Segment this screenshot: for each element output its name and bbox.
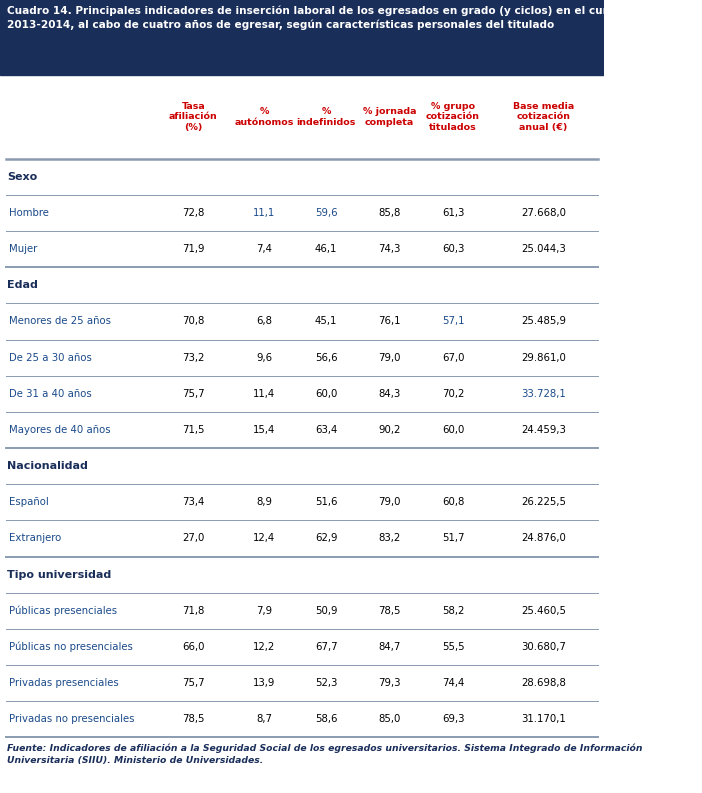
Text: 63,4: 63,4	[315, 425, 338, 435]
Text: 75,7: 75,7	[182, 678, 204, 688]
Text: 71,8: 71,8	[182, 606, 204, 616]
Text: 8,9: 8,9	[256, 497, 272, 508]
Text: Edad: Edad	[7, 280, 38, 290]
Text: 56,6: 56,6	[315, 353, 338, 362]
Text: 79,3: 79,3	[378, 678, 401, 688]
Text: 25.485,9: 25.485,9	[521, 316, 566, 327]
Text: 70,8: 70,8	[182, 316, 204, 327]
Text: 45,1: 45,1	[315, 316, 338, 327]
Text: 75,7: 75,7	[182, 389, 204, 399]
Text: 69,3: 69,3	[442, 714, 464, 724]
Text: De 25 a 30 años: De 25 a 30 años	[9, 353, 92, 362]
Text: 84,3: 84,3	[378, 389, 401, 399]
Text: 55,5: 55,5	[442, 642, 464, 652]
Text: Públicas no presenciales: Públicas no presenciales	[9, 642, 133, 653]
Text: Base media
cotización
anual (€): Base media cotización anual (€)	[513, 102, 574, 132]
Text: 24.459,3: 24.459,3	[521, 425, 566, 435]
Text: 6,8: 6,8	[256, 316, 272, 327]
Text: %
autónomos: % autónomos	[234, 107, 294, 127]
Text: 58,6: 58,6	[315, 714, 338, 724]
Text: 7,4: 7,4	[256, 244, 272, 254]
Text: 29.861,0: 29.861,0	[521, 353, 566, 362]
Text: 7,9: 7,9	[256, 606, 272, 616]
Text: 52,3: 52,3	[315, 678, 338, 688]
Text: 25.044,3: 25.044,3	[522, 244, 566, 254]
Text: 30.680,7: 30.680,7	[521, 642, 566, 652]
Text: %
indefinidos: % indefinidos	[296, 107, 356, 127]
Text: 50,9: 50,9	[315, 606, 338, 616]
Text: 27,0: 27,0	[182, 534, 204, 543]
Text: 31.170,1: 31.170,1	[522, 714, 566, 724]
Text: 79,0: 79,0	[378, 497, 401, 508]
Text: 25.460,5: 25.460,5	[521, 606, 566, 616]
Text: 70,2: 70,2	[442, 389, 464, 399]
Text: Públicas presenciales: Públicas presenciales	[9, 606, 117, 616]
Bar	[0, 0, 604, 75]
Text: 60,0: 60,0	[315, 389, 338, 399]
Text: 60,0: 60,0	[442, 425, 464, 435]
Text: Sexo: Sexo	[7, 172, 37, 182]
Text: 24.876,0: 24.876,0	[521, 534, 566, 543]
Text: Extranjero: Extranjero	[9, 534, 61, 543]
Text: 61,3: 61,3	[442, 208, 464, 218]
Text: 15,4: 15,4	[253, 425, 275, 435]
Text: 59,6: 59,6	[315, 208, 338, 218]
Text: 85,8: 85,8	[378, 208, 401, 218]
Text: 12,4: 12,4	[253, 534, 275, 543]
Text: 73,2: 73,2	[182, 353, 204, 362]
Text: 84,7: 84,7	[378, 642, 401, 652]
Text: 72,8: 72,8	[182, 208, 204, 218]
Text: 78,5: 78,5	[378, 606, 401, 616]
Text: 67,0: 67,0	[442, 353, 464, 362]
Text: 12,2: 12,2	[253, 642, 275, 652]
Text: Mayores de 40 años: Mayores de 40 años	[9, 425, 111, 435]
Text: 66,0: 66,0	[182, 642, 204, 652]
Text: Privadas presenciales: Privadas presenciales	[9, 678, 119, 688]
Text: Privadas no presenciales: Privadas no presenciales	[9, 714, 135, 724]
Text: 28.698,8: 28.698,8	[521, 678, 566, 688]
Text: Fuente: Indicadores de afiliación a la Seguridad Social de los egresados univers: Fuente: Indicadores de afiliación a la S…	[7, 744, 643, 765]
Text: 46,1: 46,1	[315, 244, 338, 254]
Text: 83,2: 83,2	[378, 534, 401, 543]
Text: 74,4: 74,4	[442, 678, 464, 688]
Text: 26.225,5: 26.225,5	[521, 497, 566, 508]
Text: 60,8: 60,8	[442, 497, 464, 508]
Text: 62,9: 62,9	[315, 534, 338, 543]
Text: 67,7: 67,7	[315, 642, 338, 652]
Text: 85,0: 85,0	[378, 714, 401, 724]
Text: 8,7: 8,7	[256, 714, 272, 724]
Text: 13,9: 13,9	[253, 678, 275, 688]
Text: 60,3: 60,3	[442, 244, 464, 254]
Text: 73,4: 73,4	[182, 497, 204, 508]
Text: 57,1: 57,1	[442, 316, 464, 327]
Text: De 31 a 40 años: De 31 a 40 años	[9, 389, 92, 399]
Text: 71,5: 71,5	[182, 425, 204, 435]
Text: 71,9: 71,9	[182, 244, 204, 254]
Text: Tipo universidad: Tipo universidad	[7, 569, 112, 580]
Text: Cuadro 14. Principales indicadores de inserción laboral de los egresados en grad: Cuadro 14. Principales indicadores de in…	[7, 6, 621, 29]
Text: 9,6: 9,6	[256, 353, 272, 362]
Text: 90,2: 90,2	[378, 425, 401, 435]
Text: Menores de 25 años: Menores de 25 años	[9, 316, 111, 327]
Text: 11,1: 11,1	[253, 208, 275, 218]
Text: Hombre: Hombre	[9, 208, 49, 218]
Text: Español: Español	[9, 497, 49, 508]
Text: % grupo
cotización
titulados: % grupo cotización titulados	[426, 102, 480, 132]
Text: 76,1: 76,1	[378, 316, 401, 327]
Text: 79,0: 79,0	[378, 353, 401, 362]
Text: % jornada
completa: % jornada completa	[363, 107, 416, 127]
Text: Mujer: Mujer	[9, 244, 37, 254]
Text: 78,5: 78,5	[182, 714, 204, 724]
Text: 51,6: 51,6	[315, 497, 338, 508]
Text: Tasa
afiliación
(%): Tasa afiliación (%)	[169, 102, 218, 132]
Text: 11,4: 11,4	[253, 389, 275, 399]
Text: Nacionalidad: Nacionalidad	[7, 462, 88, 471]
Text: 51,7: 51,7	[442, 534, 464, 543]
Text: 74,3: 74,3	[378, 244, 401, 254]
Text: 58,2: 58,2	[442, 606, 464, 616]
Text: 33.728,1: 33.728,1	[522, 389, 566, 399]
Text: 27.668,0: 27.668,0	[521, 208, 566, 218]
